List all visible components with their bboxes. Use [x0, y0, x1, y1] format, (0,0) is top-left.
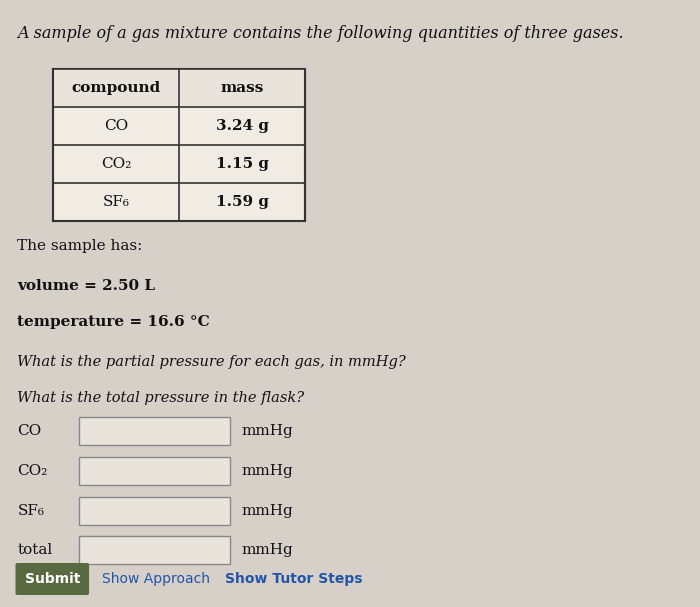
FancyBboxPatch shape — [15, 563, 89, 595]
Text: 3.24 g: 3.24 g — [216, 119, 269, 133]
FancyBboxPatch shape — [79, 497, 230, 525]
Text: compound: compound — [71, 81, 161, 95]
FancyBboxPatch shape — [53, 69, 305, 221]
Text: mmHg: mmHg — [241, 424, 293, 438]
Text: total: total — [18, 543, 52, 557]
Text: CO₂: CO₂ — [18, 464, 48, 478]
Text: CO: CO — [18, 424, 42, 438]
Text: CO₂: CO₂ — [101, 157, 132, 171]
Text: temperature = 16.6 °C: temperature = 16.6 °C — [18, 315, 210, 329]
Text: mmHg: mmHg — [241, 504, 293, 518]
FancyBboxPatch shape — [53, 69, 305, 107]
Text: What is the partial pressure for each gas, in mmHg?: What is the partial pressure for each ga… — [18, 355, 406, 369]
Text: The sample has:: The sample has: — [18, 239, 143, 253]
FancyBboxPatch shape — [79, 457, 230, 485]
FancyBboxPatch shape — [79, 417, 230, 445]
Text: Show Tutor Steps: Show Tutor Steps — [225, 572, 362, 586]
Text: mass: mass — [220, 81, 264, 95]
Text: CO: CO — [104, 119, 128, 133]
Text: Submit: Submit — [25, 572, 80, 586]
Text: SF₆: SF₆ — [103, 195, 130, 209]
Text: What is the total pressure in the flask?: What is the total pressure in the flask? — [18, 391, 304, 405]
Text: mmHg: mmHg — [241, 464, 293, 478]
Text: Show Approach: Show Approach — [102, 572, 210, 586]
Text: SF₆: SF₆ — [18, 504, 44, 518]
Text: A sample of a gas mixture contains the following quantities of three gases.: A sample of a gas mixture contains the f… — [18, 25, 624, 42]
FancyBboxPatch shape — [79, 536, 230, 564]
Text: mmHg: mmHg — [241, 543, 293, 557]
Text: 1.59 g: 1.59 g — [216, 195, 269, 209]
Text: volume = 2.50 L: volume = 2.50 L — [18, 279, 155, 293]
Text: 1.15 g: 1.15 g — [216, 157, 269, 171]
